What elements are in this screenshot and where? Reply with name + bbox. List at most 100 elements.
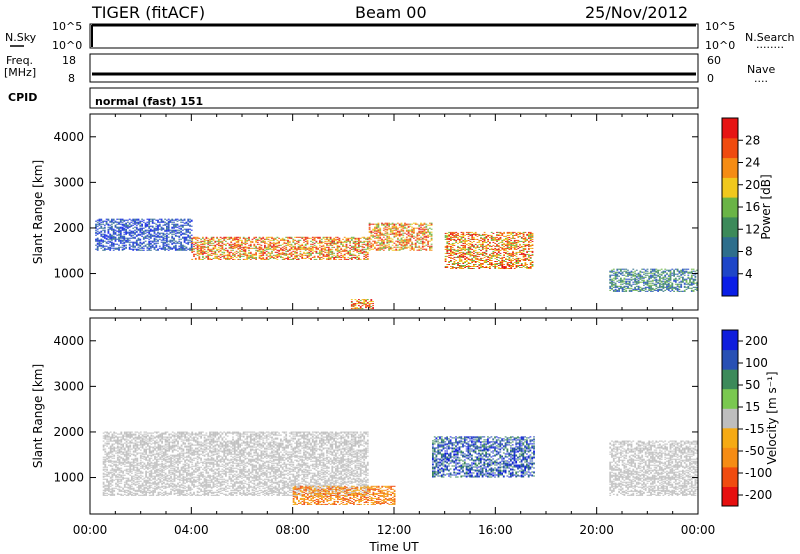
heatmap-cell <box>405 242 408 244</box>
heatmap-cell <box>194 258 197 260</box>
heatmap-cell <box>343 250 346 252</box>
heatmap-cell <box>425 236 428 238</box>
heatmap-cell <box>106 480 108 482</box>
heatmap-cell <box>102 233 104 235</box>
heatmap-cell <box>377 248 380 250</box>
heatmap-cell <box>515 255 518 257</box>
heatmap-cell <box>352 303 355 305</box>
heatmap-cell <box>690 281 693 283</box>
heatmap-cell <box>207 258 210 260</box>
heatmap-cell <box>478 240 481 242</box>
heatmap-cell <box>340 242 343 244</box>
heatmap-cell <box>384 226 387 228</box>
heatmap-cell <box>614 286 617 288</box>
heatmap-cell <box>664 271 667 273</box>
heatmap-cell <box>185 237 188 239</box>
heatmap-cell <box>446 264 449 265</box>
heatmap-cell <box>494 249 497 251</box>
heatmap-cell <box>522 240 525 242</box>
heatmap-cell <box>458 254 461 256</box>
y-tick-label: 3000 <box>53 175 84 189</box>
heatmap-cell <box>212 247 215 249</box>
heatmap-cell <box>508 257 511 259</box>
heatmap-cell <box>333 240 335 242</box>
heatmap-cell <box>653 270 656 272</box>
heatmap-cell <box>382 233 385 235</box>
heatmap-cell <box>160 226 163 228</box>
heatmap-cell <box>499 252 502 254</box>
heatmap-cell <box>246 257 249 259</box>
heatmap-cell <box>228 246 231 248</box>
heatmap-cell <box>517 251 520 253</box>
heatmap-cell <box>292 246 295 248</box>
heatmap-cell <box>375 230 378 232</box>
heatmap-cell <box>324 255 327 257</box>
heatmap-cell <box>460 244 463 246</box>
heatmap-cell <box>183 240 186 242</box>
heatmap-cell <box>515 233 518 235</box>
heatmap-cell <box>287 250 289 252</box>
heatmap-cell <box>462 263 465 264</box>
heatmap-cell <box>120 494 123 496</box>
heatmap-cell <box>425 223 428 225</box>
heatmap-cell <box>317 237 319 239</box>
heatmap-cell <box>327 247 330 249</box>
heatmap-cell <box>467 235 470 237</box>
heatmap-cell <box>233 245 236 247</box>
heatmap-cell <box>508 253 511 255</box>
heatmap-cell <box>132 224 135 226</box>
heatmap-cell <box>196 237 199 239</box>
beam-title: Beam 00 <box>355 3 427 22</box>
heatmap-cell <box>492 252 495 254</box>
heatmap-cell <box>319 256 321 258</box>
heatmap-cell <box>467 262 470 263</box>
heatmap-cell <box>274 257 277 259</box>
heatmap-cell <box>508 242 511 244</box>
heatmap-cell <box>361 245 364 247</box>
heatmap-cell <box>111 445 114 447</box>
heatmap-cell <box>311 256 314 258</box>
heatmap-cell <box>694 278 697 280</box>
heatmap-cell <box>623 290 626 292</box>
heatmap-cell <box>358 301 360 303</box>
heatmap-cell <box>526 264 528 265</box>
heatmap-cell <box>237 238 240 240</box>
heatmap-cell <box>506 236 509 238</box>
heatmap-cell <box>501 256 504 258</box>
heatmap-cell <box>232 243 234 245</box>
heatmap-cell <box>111 468 114 470</box>
heatmap-cell <box>185 238 188 240</box>
heatmap-cell <box>512 265 514 266</box>
heatmap-cell <box>255 240 257 242</box>
heatmap-cell <box>407 239 410 241</box>
heatmap-cell <box>102 461 105 463</box>
heatmap-cell <box>167 229 170 231</box>
heatmap-cell <box>301 254 304 256</box>
heatmap-cell <box>216 249 218 251</box>
heatmap-cell <box>194 237 197 239</box>
heatmap-cell <box>198 241 201 243</box>
heatmap-cell <box>108 451 110 453</box>
heatmap-cell <box>458 251 461 253</box>
heatmap-cell <box>494 236 497 238</box>
heatmap-cell <box>171 226 174 228</box>
heatmap-cell <box>189 236 191 238</box>
heatmap-cell <box>116 478 119 480</box>
heatmap-cell <box>522 237 525 239</box>
heatmap-cell <box>239 252 241 254</box>
heatmap-cell <box>249 243 252 245</box>
heatmap-cell <box>173 227 175 229</box>
heatmap-cell <box>687 274 690 276</box>
heatmap-cell <box>526 233 528 235</box>
heatmap-cell <box>193 255 195 257</box>
heatmap-cell <box>299 248 302 250</box>
heatmap-cell <box>113 464 116 466</box>
heatmap-cell <box>335 249 337 251</box>
heatmap-cell <box>153 246 156 248</box>
heatmap-cell <box>283 242 286 244</box>
heatmap-cell <box>276 244 279 246</box>
heatmap-cell <box>185 222 188 224</box>
heatmap-cell <box>100 244 103 246</box>
heatmap-cell <box>95 244 97 246</box>
heatmap-cell <box>421 234 424 236</box>
